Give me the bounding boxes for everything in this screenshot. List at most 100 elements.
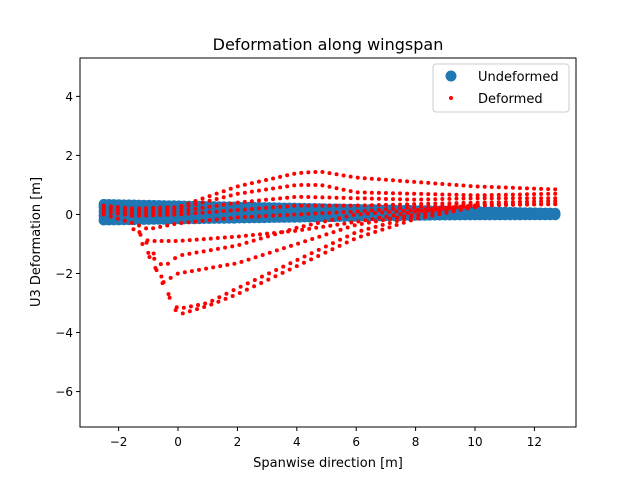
deformed-point [221, 209, 226, 214]
deformed-point [415, 216, 420, 221]
deformed-point [341, 187, 346, 192]
deformed-point [440, 181, 445, 186]
deformed-point [390, 206, 395, 211]
deformed-point [251, 238, 256, 243]
deformed-point [201, 249, 206, 254]
deformed-point [370, 217, 375, 222]
deformed-point [115, 211, 120, 216]
deformed-point [158, 224, 163, 229]
deformed-point [207, 198, 212, 203]
deformed-point [373, 211, 378, 216]
deformed-point [451, 209, 456, 214]
deformed-point [306, 195, 311, 200]
deformed-point [352, 223, 357, 228]
deformed-point [278, 213, 283, 218]
deformed-point [285, 212, 290, 217]
deformed-point [196, 302, 201, 307]
deformed-point [334, 210, 339, 215]
legend-marker-deformed [449, 96, 453, 100]
deformed-point [129, 213, 134, 218]
deformed-point [273, 232, 278, 237]
deformed-point [151, 251, 156, 256]
deformed-point [187, 238, 192, 243]
deformed-point [200, 218, 205, 223]
deformed-point [334, 195, 339, 200]
deformed-point [313, 211, 318, 216]
deformed-point [423, 207, 428, 212]
deformed-point [231, 288, 236, 293]
deformed-point [186, 211, 191, 216]
deformed-point [419, 201, 424, 206]
deformed-point [179, 212, 184, 217]
deformed-point [249, 206, 254, 211]
deformed-point [482, 193, 487, 198]
deformed-point [281, 264, 286, 269]
deformed-point [351, 213, 356, 218]
deformed-point [313, 195, 318, 200]
deformed-point [348, 189, 353, 194]
deformed-point [259, 280, 264, 285]
deformed-point [101, 206, 106, 211]
deformed-point [309, 251, 314, 256]
deformed-point [416, 213, 421, 218]
deformed-point [249, 181, 254, 186]
deformed-point [129, 220, 134, 225]
deformed-point [344, 214, 349, 219]
deformed-point [349, 220, 354, 225]
deformed-point [362, 190, 367, 195]
deformed-point [398, 206, 403, 211]
deformed-point [172, 206, 177, 211]
deformed-point [546, 202, 551, 207]
legend: Undeformed Deformed [432, 63, 570, 113]
deformed-point [482, 196, 487, 201]
deformed-point [327, 184, 332, 189]
deformed-point [454, 196, 459, 201]
deformed-point [214, 191, 219, 196]
deformed-point [447, 182, 452, 187]
deformed-point [517, 196, 522, 201]
deformed-point [153, 265, 158, 270]
deformed-point [214, 203, 219, 208]
deformed-point [244, 287, 249, 292]
deformed-point [207, 194, 212, 199]
deformed-point [440, 203, 445, 208]
deformed-point [137, 223, 142, 228]
deformed-point [221, 195, 226, 200]
deformed-point [365, 211, 370, 216]
deformed-point [355, 209, 360, 214]
deformed-point [313, 182, 318, 187]
deformed-point [249, 189, 254, 194]
deformed-point [152, 256, 157, 261]
deformed-point [317, 234, 322, 239]
deformed-point [285, 195, 290, 200]
deformed-point [539, 186, 544, 191]
undeformed-point [550, 208, 561, 219]
deformed-point [376, 196, 381, 201]
deformed-point [315, 221, 320, 226]
x-tick-label: 4 [293, 435, 301, 449]
y-tick-label: 2 [65, 149, 73, 163]
deformed-point [394, 223, 399, 228]
deformed-point [189, 269, 194, 274]
deformed-point [444, 210, 449, 215]
deformed-point [409, 215, 414, 220]
y-axis-label: U3 Deformation [m] [29, 177, 44, 307]
deformed-point [376, 177, 381, 182]
deformed-point [524, 186, 529, 191]
deformed-point [383, 207, 388, 212]
deformed-point [223, 245, 228, 250]
deformed-point [180, 238, 185, 243]
deformed-point [218, 264, 223, 269]
deformed-point [412, 191, 417, 196]
deformed-point [202, 305, 207, 310]
deformed-point [362, 208, 367, 213]
deformed-point [320, 203, 325, 208]
deformed-point [334, 172, 339, 177]
deformed-point [168, 275, 173, 280]
deformed-point [253, 255, 258, 260]
deformed-point [380, 227, 385, 232]
deformed-point [259, 274, 264, 279]
deformed-point [172, 222, 177, 227]
deformed-point [384, 214, 389, 219]
deformed-point [321, 224, 326, 229]
